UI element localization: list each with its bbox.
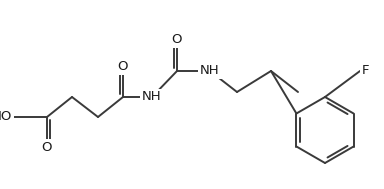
Text: NH: NH (200, 64, 220, 77)
Text: F: F (362, 64, 369, 77)
Text: O: O (42, 141, 52, 154)
Text: NH: NH (142, 91, 162, 104)
Text: HO: HO (0, 111, 12, 123)
Text: O: O (118, 60, 128, 73)
Text: O: O (172, 33, 182, 46)
